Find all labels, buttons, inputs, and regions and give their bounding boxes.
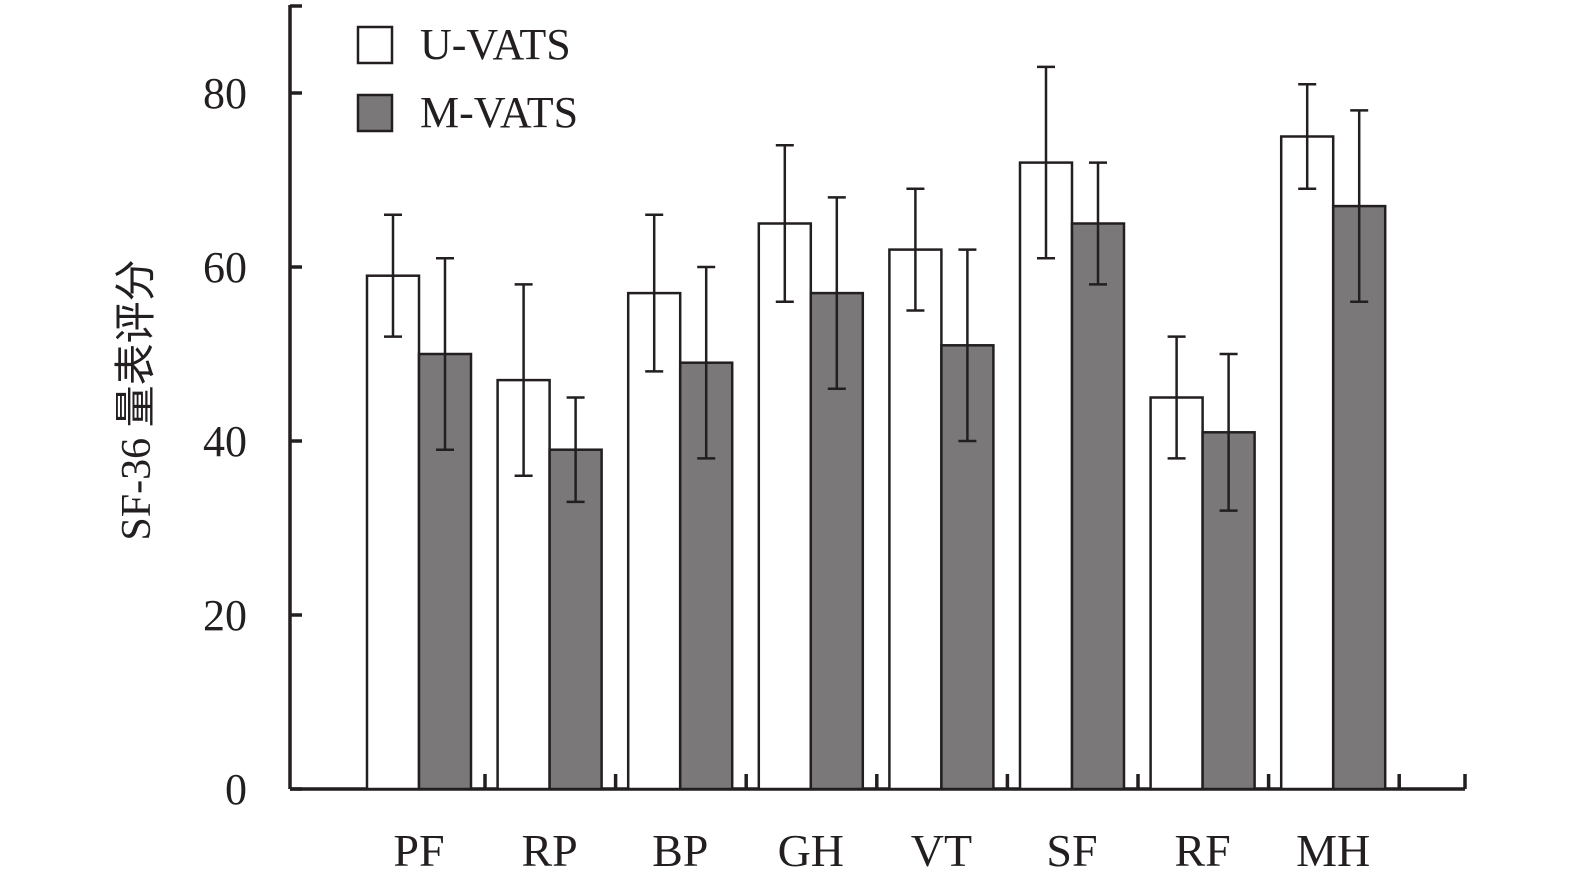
error-bar-rp-m-vats: [566, 396, 585, 504]
bar-sf-u-vats: [1018, 161, 1074, 791]
category-label-rf: RF: [1174, 825, 1230, 876]
bars: [365, 135, 1387, 791]
category-label-gh: GH: [778, 825, 844, 876]
category-label-vt: VT: [911, 825, 972, 876]
y-axis: 0 20 40 60 80: [203, 4, 302, 814]
bar-mh-u-vats: [1279, 135, 1335, 791]
error-bar-mh-u-vats: [1298, 83, 1317, 190]
bar-vt-u-vats: [888, 248, 943, 791]
legend-m-vats-swatch: [356, 93, 394, 133]
category-labels: PF RP BP GH VT SF RF MH: [393, 825, 1370, 876]
category-label-sf: SF: [1046, 825, 1097, 876]
bar-sf-m-vats: [1070, 222, 1126, 791]
error-bar-sf-u-vats: [1037, 65, 1055, 260]
legend-u-vats-swatch: [356, 25, 394, 65]
error-bars: [384, 65, 1369, 512]
category-label-pf: PF: [393, 825, 444, 876]
y-tick-label-0: 0: [225, 765, 247, 814]
legend-m-vats-label: M-VATS: [420, 88, 578, 137]
error-bar-sf-m-vats: [1089, 161, 1107, 286]
y-axis-title: SF-36 量表评分: [114, 259, 160, 540]
y-tick-label-1: 20: [203, 591, 247, 640]
error-bar-mh-m-vats: [1350, 109, 1369, 304]
bar-gh-u-vats: [757, 222, 813, 791]
error-bar-pf-m-vats: [436, 257, 454, 451]
x-axis: [290, 774, 1467, 791]
error-bar-gh-m-vats: [827, 196, 846, 391]
bar-rp-m-vats: [548, 448, 603, 791]
error-bar-vt-m-vats: [958, 248, 977, 443]
bar-pf-u-vats: [365, 274, 421, 791]
error-bar-vt-u-vats: [906, 187, 925, 312]
category-label-rp: RP: [521, 825, 577, 876]
error-bar-pf-u-vats: [384, 213, 402, 338]
y-tick-label-4: 80: [203, 69, 247, 118]
error-bar-rf-u-vats: [1167, 335, 1186, 460]
error-bar-rf-m-vats: [1219, 352, 1238, 512]
category-label-mh: MH: [1296, 825, 1370, 876]
legend: U-VATS M-VATS: [356, 20, 578, 137]
y-tick-label-3: 60: [203, 243, 247, 292]
category-label-bp: BP: [652, 825, 708, 876]
y-tick-label-2: 40: [203, 417, 247, 466]
error-bar-bp-m-vats: [697, 265, 716, 460]
legend-u-vats-label: U-VATS: [420, 20, 571, 69]
bar-rf-u-vats: [1149, 396, 1204, 791]
error-bar-bp-u-vats: [645, 213, 664, 373]
error-bar-rp-u-vats: [514, 283, 533, 478]
error-bar-gh-u-vats: [775, 143, 794, 304]
